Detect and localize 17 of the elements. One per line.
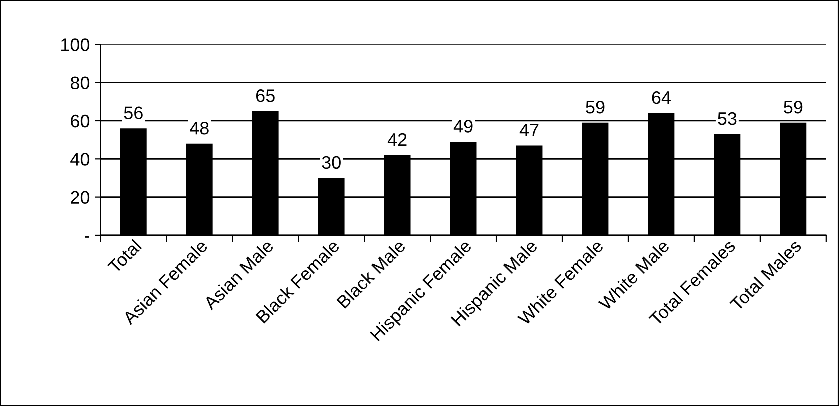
data-label: 42 [388,133,407,146]
y-tick-label: 60 [71,114,90,128]
data-label: 56 [124,106,143,120]
y-tick-label: - [85,236,90,238]
data-label: 30 [322,156,341,170]
y-tick-label: 80 [70,76,90,90]
data-label: 59 [586,100,605,114]
y-tick-label: 40 [70,153,90,166]
data-label: 64 [652,91,671,104]
y-tick-label: 100 [62,38,90,52]
data-label: 48 [190,122,209,135]
data-label: 49 [454,120,473,133]
data-label: 53 [718,112,737,126]
data-label: 65 [256,90,275,102]
data-label: 59 [784,100,803,114]
data-label: 47 [520,124,539,136]
y-tick-label: 20 [71,191,90,204]
